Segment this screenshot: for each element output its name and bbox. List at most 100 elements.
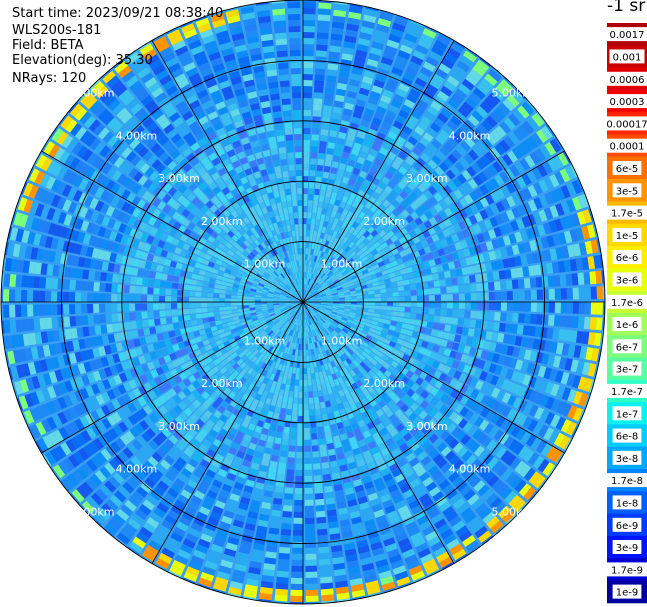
ray: [21, 181, 303, 302]
colorbar-label-box: [612, 227, 642, 242]
ray: [303, 302, 579, 437]
ray: [51, 302, 303, 480]
colorbar-tick-label: 1e-5: [616, 231, 639, 242]
colorbar-label-box: [612, 183, 642, 198]
start-time-label: Start time: 2023/09/21 08:38:40: [12, 6, 224, 21]
colorbar-label-box: [606, 94, 647, 109]
ray: [212, 302, 303, 594]
range-ring-label: 5.00km: [73, 505, 115, 518]
ray: [303, 32, 452, 302]
ray: [197, 302, 303, 590]
ray: [2, 257, 303, 302]
ray: [42, 302, 303, 467]
ray: [303, 14, 409, 302]
ray: [28, 302, 303, 440]
colorbar-swatch: [607, 290, 647, 314]
field-label: Field: BETA: [12, 38, 84, 53]
colorbar-tick-label: 1.7e-5: [611, 209, 643, 220]
colorbar-tick-label: 1.7e-9: [611, 565, 643, 576]
ray: [303, 99, 536, 302]
range-ring-label: 4.00km: [449, 129, 491, 142]
ray: [303, 302, 604, 347]
ray: [303, 57, 491, 302]
ray: [303, 302, 426, 583]
colorbar-swatch: [607, 223, 647, 247]
ray: [303, 302, 595, 393]
colorbar-label-box: [612, 517, 642, 532]
range-ring-label: 5.00km: [492, 505, 534, 518]
range-ring: [181, 180, 425, 424]
colorbar-swatch: [607, 446, 647, 470]
ray: [274, 302, 303, 604]
spoke-line: [302, 301, 455, 564]
ray: [1, 302, 303, 318]
ray: [303, 302, 573, 451]
colorbar-tick-label: 3e-6: [616, 275, 639, 286]
ray: [303, 208, 594, 302]
ray: [303, 67, 503, 302]
colorbar-tick-label: 1e-8: [616, 498, 639, 509]
colorbar-tick-label: 6e-7: [616, 342, 639, 353]
colorbar-label-box: [606, 71, 647, 86]
colorbar-swatch: [607, 201, 647, 225]
ray: [303, 270, 605, 302]
colorbar-swatch: [607, 513, 647, 537]
colorbar-swatch: [607, 179, 647, 202]
ray: [271, 0, 303, 302]
range-ring-label: 3.00km: [158, 420, 200, 433]
ray: [8, 302, 303, 381]
ray: [303, 48, 479, 302]
ray: [227, 302, 303, 598]
colorbar-label-box: [612, 339, 642, 354]
spoke-line: [302, 150, 565, 303]
ray: [303, 1, 348, 302]
colorbar-swatch: [607, 134, 647, 158]
colorbar-swatch: [607, 535, 647, 559]
ray: [240, 4, 303, 302]
range-ring-label: 1.00km: [321, 258, 363, 271]
ray: [303, 0, 332, 302]
colorbar-label-box: [606, 205, 647, 220]
ray: [290, 302, 303, 604]
ray: [303, 6, 379, 302]
ray: [80, 302, 303, 516]
ray: [68, 102, 303, 302]
ppi-scan-plot: 1.00km 2.00km 3.00km 4.00km 5.00km 1.00km 2.00…: [0, 0, 606, 605]
ray: [303, 302, 599, 378]
colorbar-tick-label: 3e-8: [616, 454, 639, 465]
colorbar-tick-label: 6e-8: [616, 432, 639, 443]
colorbar-swatch: [607, 424, 647, 448]
colorbar-swatch: [607, 491, 647, 515]
ray: [7, 226, 303, 302]
range-ring-label: 2.00km: [363, 215, 405, 228]
ray: [16, 302, 303, 411]
ray: [303, 302, 605, 315]
colorbar-label-box: [606, 294, 647, 309]
colorbar-tick-label: 1e-6: [616, 320, 639, 331]
colorbar-tick-label: 3e-9: [616, 543, 639, 554]
spoke-line: [302, 40, 455, 303]
colorbar-tick-label: 6e-9: [616, 521, 639, 532]
ray: [180, 21, 303, 302]
ray: [224, 7, 303, 302]
ray: [303, 302, 494, 545]
ray: [303, 302, 538, 502]
range-ring: [242, 241, 364, 363]
ray: [303, 302, 366, 600]
colorbar-tick-label: 1e-7: [616, 409, 639, 420]
range-ring-label: 4.00km: [116, 129, 158, 142]
colorbar-swatch: [607, 402, 647, 425]
ray: [303, 302, 481, 554]
ray: [303, 10, 394, 302]
colorbar-tick-label: 3e-7: [616, 365, 639, 376]
nrays-label: NRays: 120: [12, 71, 87, 86]
ray: [165, 27, 303, 302]
colorbar-tick-label: 0.0003: [610, 97, 645, 108]
colorbar-label-box: [612, 428, 642, 443]
colorbar-swatch: [607, 335, 647, 358]
ray: [194, 15, 303, 302]
ray: [303, 223, 598, 302]
colorbar-swatch: [607, 312, 647, 336]
ray: [89, 79, 303, 302]
ray: [303, 302, 382, 597]
